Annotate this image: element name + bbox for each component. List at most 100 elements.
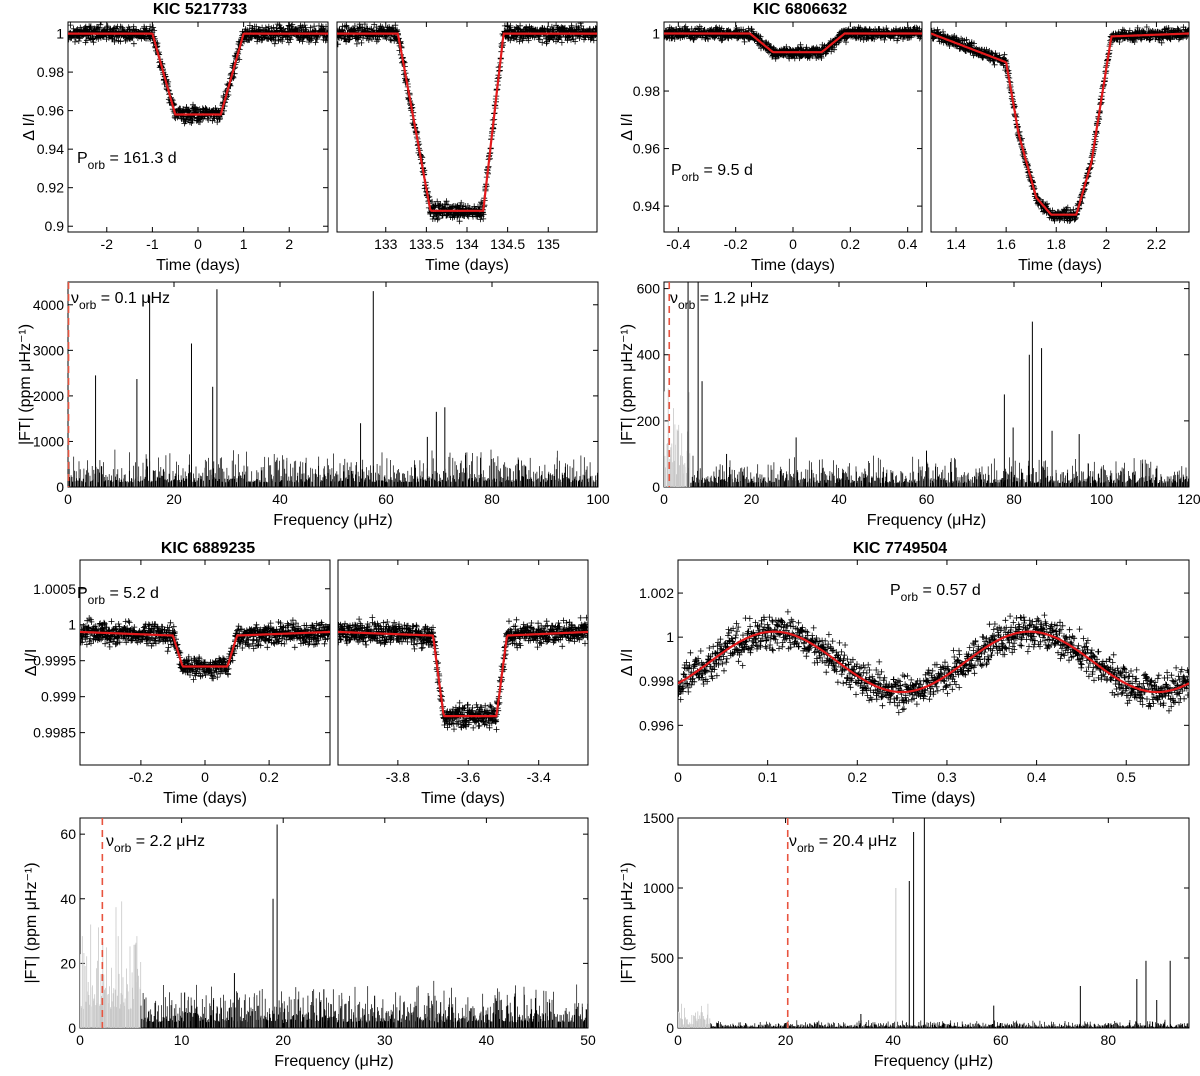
x-tick-label: 0.2 [259,769,279,785]
y-tick-label: 400 [637,347,661,363]
x-tick-label: 0.4 [1027,769,1047,785]
annotation-value: = 20.4 μHz [814,833,897,850]
y-tick-label: 600 [637,281,661,297]
y-axis-label: Δ I/I [23,649,40,677]
x-axis-label: Time (days) [751,257,835,274]
axes-frame [337,559,589,766]
annotation-subscript: orb [682,170,700,184]
annotation-symbol: P [77,150,88,167]
x-tick-label: 2 [285,236,293,252]
y-tick-label: 1 [652,26,660,42]
x-tick-label: 2.2 [1147,236,1167,252]
x-tick-label: 0 [201,769,209,785]
data-points [338,614,588,733]
annotation-value: = 1.2 μHz [695,290,769,307]
model-fit-line [337,32,597,212]
annotation-value: = 2.2 μHz [131,833,205,850]
y-tick-label: 0.94 [37,141,64,157]
x-tick-label: 10 [174,1032,190,1048]
x-tick-label: 0 [76,1032,84,1048]
x-tick-label: 0 [194,236,202,252]
y-tick-label: 60 [60,826,76,842]
data-point-markers [931,24,1189,224]
y-tick-label: 0.998 [639,673,674,689]
spectrum-black [690,455,1189,487]
spectrum [68,289,598,487]
x-tick-label: 2 [1102,236,1110,252]
x-tick-label: 134 [455,236,479,252]
data-points [68,22,328,127]
model-fit-line [664,32,922,54]
y-tick-label: 1 [56,26,64,42]
annotation-label: Porb = 5.2 d [77,585,159,607]
x-axis-label: Frequency (μHz) [867,512,986,529]
x-axis-label: Frequency (μHz) [874,1053,993,1070]
x-tick-label: 0.4 [898,236,918,252]
axes-frame [67,281,599,488]
x-tick-label: 20 [275,1032,291,1048]
annotation-subscript: orb [79,298,97,312]
data-points [931,24,1189,224]
chart-title: KIC 5217733 [153,1,247,18]
x-tick-label: 0 [674,1032,682,1048]
chart-title: KIC 6889235 [161,540,255,557]
annotation-subscript: orb [88,158,106,172]
x-tick-label: -1 [146,236,159,252]
chart-title: KIC 6806632 [753,1,847,18]
spectrum [80,824,588,1028]
spectrum-gray [678,1003,711,1028]
annotation-symbol: P [671,162,682,179]
model-fit-line [68,32,328,116]
y-tick-label: 0 [652,479,660,495]
y-tick-label: 0 [68,1020,76,1036]
x-tick-label: 50 [580,1032,596,1048]
chart-kic7749504-lc: 0 0.1 0.2 0.3 0.4 0.5 0.996 0.998 1 1.002 Time (da… [619,540,1190,807]
data-point-markers [678,608,1189,716]
model-fit-line [931,32,1189,216]
axes-frame [67,21,329,233]
x-tick-label: 80 [484,491,500,507]
x-tick-label: 1.6 [996,236,1016,252]
x-tick-label: -3.4 [527,769,551,785]
y-tick-label: 0 [56,479,64,495]
y-axis-label: |FT| (ppm μHz⁻¹) [619,862,636,983]
annotation-value: = 5.2 d [105,585,159,602]
annotation-label: Porb = 0.57 d [890,582,981,604]
x-tick-label: 60 [919,491,935,507]
y-tick-label: 0.98 [633,83,660,99]
data-points [337,22,597,225]
annotation-symbol: P [890,582,901,599]
x-tick-label: -0.4 [666,236,690,252]
annotation-symbol: P [77,585,88,602]
chart-kic6806632-ft: 0 20 40 60 80 100 120 0 200 400 600 Frequency (μHz)… [619,281,1200,529]
y-tick-label: 500 [651,950,675,966]
x-tick-label: 133 [374,236,398,252]
y-axis-label: Δ I/I [619,649,636,677]
data-point-markers [338,614,588,733]
x-tick-label: 1.8 [1047,236,1067,252]
annotation-subscript: orb [901,590,919,604]
y-tick-label: 0.9995 [33,653,76,669]
x-tick-label: 133.5 [409,236,444,252]
y-tick-label: 4000 [33,297,64,313]
y-tick-label: 0.996 [639,717,674,733]
y-tick-label: 0.96 [633,141,660,157]
x-tick-label: -3.8 [386,769,410,785]
x-tick-label: 60 [378,491,394,507]
spectrum-gray [80,901,142,1028]
x-tick-label: 0.3 [937,769,957,785]
y-tick-label: 1500 [643,810,674,826]
y-axis-label: Δ I/I [21,113,38,141]
y-tick-label: 1000 [643,880,674,896]
data-point-markers [664,23,922,62]
data-points [678,608,1189,716]
x-tick-label: 60 [993,1032,1009,1048]
annotation-label: Porb = 9.5 d [671,162,753,184]
x-tick-label: 0.1 [758,769,778,785]
x-tick-label: 0.5 [1117,769,1137,785]
y-tick-label: 0 [666,1020,674,1036]
